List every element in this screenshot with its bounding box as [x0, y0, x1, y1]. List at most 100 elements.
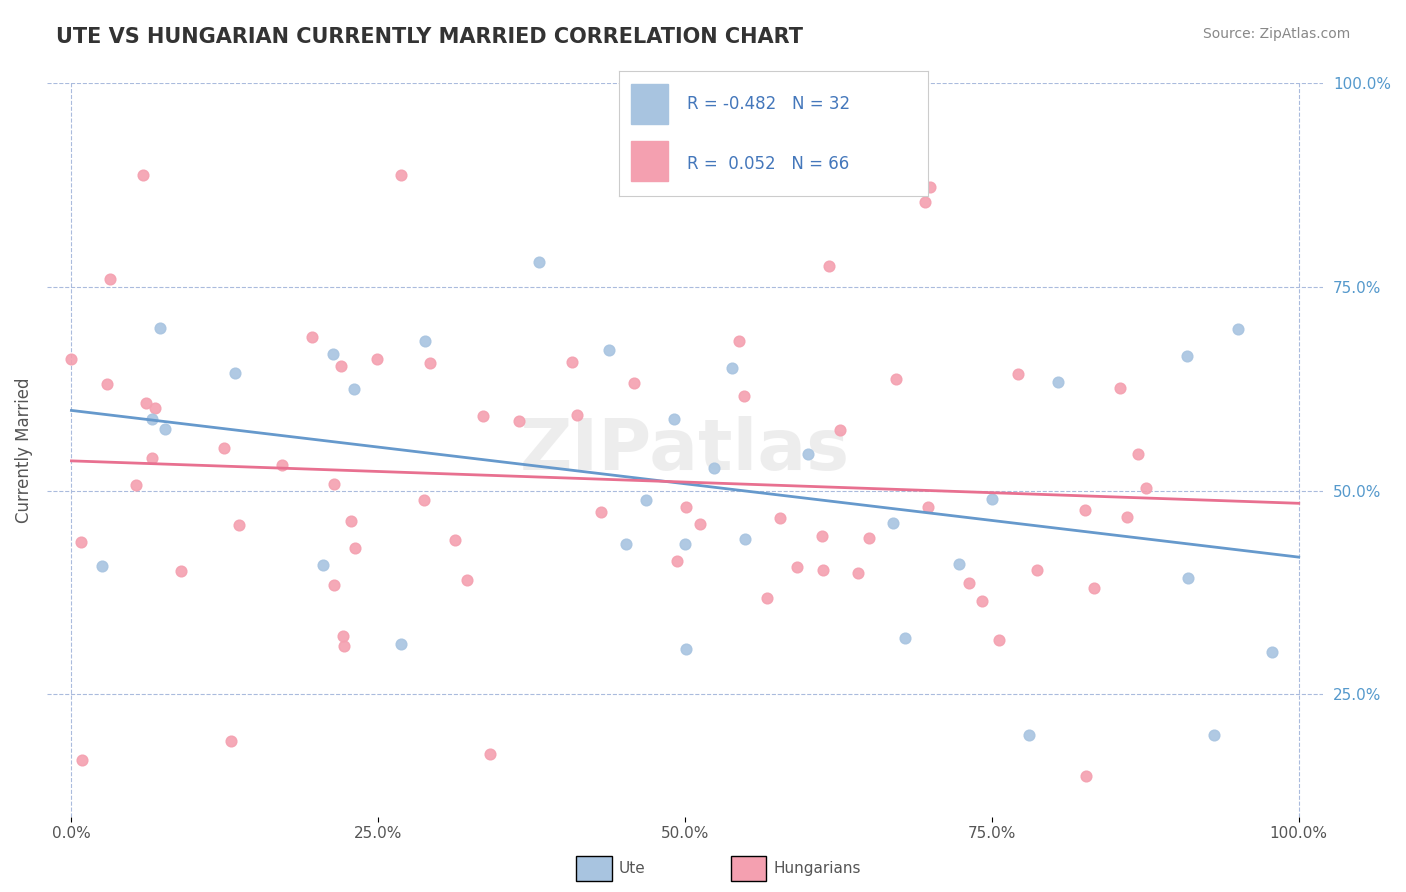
Point: [614, 536, 637, 550]
Point: [666, 554, 689, 568]
Point: [970, 594, 993, 608]
Point: [153, 422, 176, 436]
Point: [271, 458, 294, 472]
Point: [818, 259, 841, 273]
Point: [301, 330, 323, 344]
Point: [413, 334, 436, 348]
Point: [141, 450, 163, 465]
Point: [987, 632, 1010, 647]
Point: [1108, 381, 1130, 395]
Point: [479, 747, 502, 761]
Text: Source: ZipAtlas.com: Source: ZipAtlas.com: [1202, 27, 1350, 41]
Point: [527, 255, 550, 269]
Point: [1175, 349, 1198, 363]
Point: [135, 396, 157, 410]
Point: [389, 637, 412, 651]
Bar: [631, 141, 668, 181]
Point: [91, 559, 114, 574]
Point: [70, 535, 93, 549]
Point: [1018, 728, 1040, 742]
Point: [689, 517, 711, 532]
Point: [858, 531, 880, 545]
Point: [333, 639, 356, 653]
Point: [673, 537, 696, 551]
Point: [169, 564, 191, 578]
Point: [797, 447, 820, 461]
Point: [882, 516, 904, 530]
Point: [132, 169, 155, 183]
Point: [330, 359, 353, 373]
Point: [444, 533, 467, 547]
Point: [1226, 322, 1249, 336]
Text: Hungarians: Hungarians: [773, 862, 860, 876]
Point: [884, 372, 907, 386]
Point: [1046, 375, 1069, 389]
Point: [343, 382, 366, 396]
Point: [756, 591, 779, 606]
Point: [141, 411, 163, 425]
Point: [332, 629, 354, 643]
Point: [786, 560, 808, 574]
Point: [60, 351, 83, 366]
Point: [508, 414, 530, 428]
Point: [125, 478, 148, 492]
Y-axis label: Currently Married: Currently Married: [15, 377, 32, 523]
Point: [623, 376, 645, 390]
Point: [675, 641, 697, 656]
Text: UTE VS HUNGARIAN CURRENTLY MARRIED CORRELATION CHART: UTE VS HUNGARIAN CURRENTLY MARRIED CORRE…: [56, 27, 803, 46]
Point: [1116, 510, 1139, 524]
Point: [957, 575, 980, 590]
Point: [472, 409, 495, 423]
Point: [143, 401, 166, 415]
Point: [366, 351, 388, 366]
Point: [413, 493, 436, 508]
Point: [98, 272, 121, 286]
Point: [224, 366, 246, 380]
Point: [1204, 728, 1226, 742]
Point: [1260, 644, 1282, 658]
Point: [846, 566, 869, 580]
Point: [1074, 769, 1097, 783]
Point: [769, 511, 792, 525]
Point: [212, 441, 235, 455]
Point: [914, 195, 936, 210]
Point: [312, 558, 335, 572]
Point: [662, 411, 685, 425]
Point: [1083, 582, 1105, 596]
Point: [920, 180, 942, 194]
Bar: [631, 84, 668, 124]
Point: [734, 533, 756, 547]
Point: [728, 334, 751, 348]
Point: [733, 389, 755, 403]
Point: [456, 573, 478, 587]
Point: [1135, 481, 1157, 495]
Point: [1007, 367, 1029, 381]
Point: [811, 563, 834, 577]
Point: [389, 168, 412, 182]
Point: [591, 505, 613, 519]
Point: [323, 578, 346, 592]
Point: [721, 361, 744, 376]
Text: Ute: Ute: [619, 862, 645, 876]
Point: [675, 500, 697, 514]
Point: [1177, 571, 1199, 585]
Point: [894, 632, 917, 646]
Point: [917, 500, 939, 515]
Point: [567, 409, 589, 423]
Point: [1025, 563, 1047, 577]
Point: [343, 541, 366, 556]
Point: [703, 461, 725, 475]
Point: [561, 355, 583, 369]
Text: R = -0.482   N = 32: R = -0.482 N = 32: [686, 95, 849, 112]
Point: [340, 515, 363, 529]
Point: [828, 423, 851, 437]
Point: [70, 753, 93, 767]
Point: [322, 347, 344, 361]
Point: [96, 376, 118, 391]
Point: [221, 734, 243, 748]
Point: [1074, 503, 1097, 517]
Point: [811, 529, 834, 543]
Point: [1128, 447, 1150, 461]
Text: ZIPatlas: ZIPatlas: [520, 416, 851, 484]
Point: [634, 492, 657, 507]
